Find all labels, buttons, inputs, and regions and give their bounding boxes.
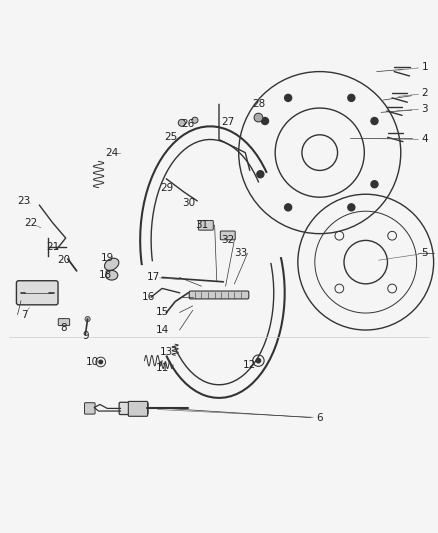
Text: 4: 4 xyxy=(421,134,428,144)
Circle shape xyxy=(192,117,198,123)
FancyBboxPatch shape xyxy=(128,401,148,416)
Circle shape xyxy=(371,181,378,188)
Text: 21: 21 xyxy=(46,242,59,252)
Text: 25: 25 xyxy=(164,132,177,142)
Text: 13: 13 xyxy=(160,347,173,357)
FancyBboxPatch shape xyxy=(119,402,148,415)
FancyBboxPatch shape xyxy=(85,403,95,414)
Text: 22: 22 xyxy=(24,217,37,228)
Text: 10: 10 xyxy=(85,357,99,367)
Circle shape xyxy=(99,360,102,364)
Circle shape xyxy=(261,117,268,125)
Text: 28: 28 xyxy=(252,100,265,109)
Text: 17: 17 xyxy=(147,272,160,282)
Text: 19: 19 xyxy=(101,253,114,263)
Text: 29: 29 xyxy=(160,183,173,192)
Text: 12: 12 xyxy=(243,360,256,370)
Circle shape xyxy=(254,113,263,122)
Circle shape xyxy=(257,171,264,177)
Text: 23: 23 xyxy=(18,196,31,206)
Circle shape xyxy=(371,117,378,125)
Text: 8: 8 xyxy=(60,323,67,333)
FancyBboxPatch shape xyxy=(220,231,235,240)
Ellipse shape xyxy=(105,258,119,270)
Circle shape xyxy=(285,204,292,211)
Text: 31: 31 xyxy=(195,220,208,230)
FancyBboxPatch shape xyxy=(198,221,213,230)
FancyBboxPatch shape xyxy=(58,319,70,326)
Text: 5: 5 xyxy=(421,248,428,259)
Text: 16: 16 xyxy=(142,292,155,302)
Text: 32: 32 xyxy=(221,235,234,245)
Circle shape xyxy=(178,119,185,126)
Ellipse shape xyxy=(106,270,118,280)
Text: 3: 3 xyxy=(421,104,428,114)
Text: 27: 27 xyxy=(221,117,234,127)
Text: 18: 18 xyxy=(99,270,112,280)
Circle shape xyxy=(348,204,355,211)
FancyBboxPatch shape xyxy=(17,281,58,305)
Text: 33: 33 xyxy=(234,248,247,259)
Circle shape xyxy=(85,317,90,322)
Circle shape xyxy=(348,94,355,101)
Text: 9: 9 xyxy=(82,330,89,341)
Text: 15: 15 xyxy=(155,308,169,318)
Text: 14: 14 xyxy=(155,325,169,335)
Text: 1: 1 xyxy=(421,62,428,72)
Text: 6: 6 xyxy=(316,413,323,423)
Text: 7: 7 xyxy=(21,310,28,320)
FancyBboxPatch shape xyxy=(189,291,249,299)
Text: 2: 2 xyxy=(421,88,428,99)
Circle shape xyxy=(256,359,261,363)
Text: 20: 20 xyxy=(57,255,70,265)
Text: 11: 11 xyxy=(155,363,169,373)
Text: 26: 26 xyxy=(182,119,195,129)
Text: 30: 30 xyxy=(182,198,195,208)
Circle shape xyxy=(285,94,292,101)
Text: 24: 24 xyxy=(105,148,118,158)
